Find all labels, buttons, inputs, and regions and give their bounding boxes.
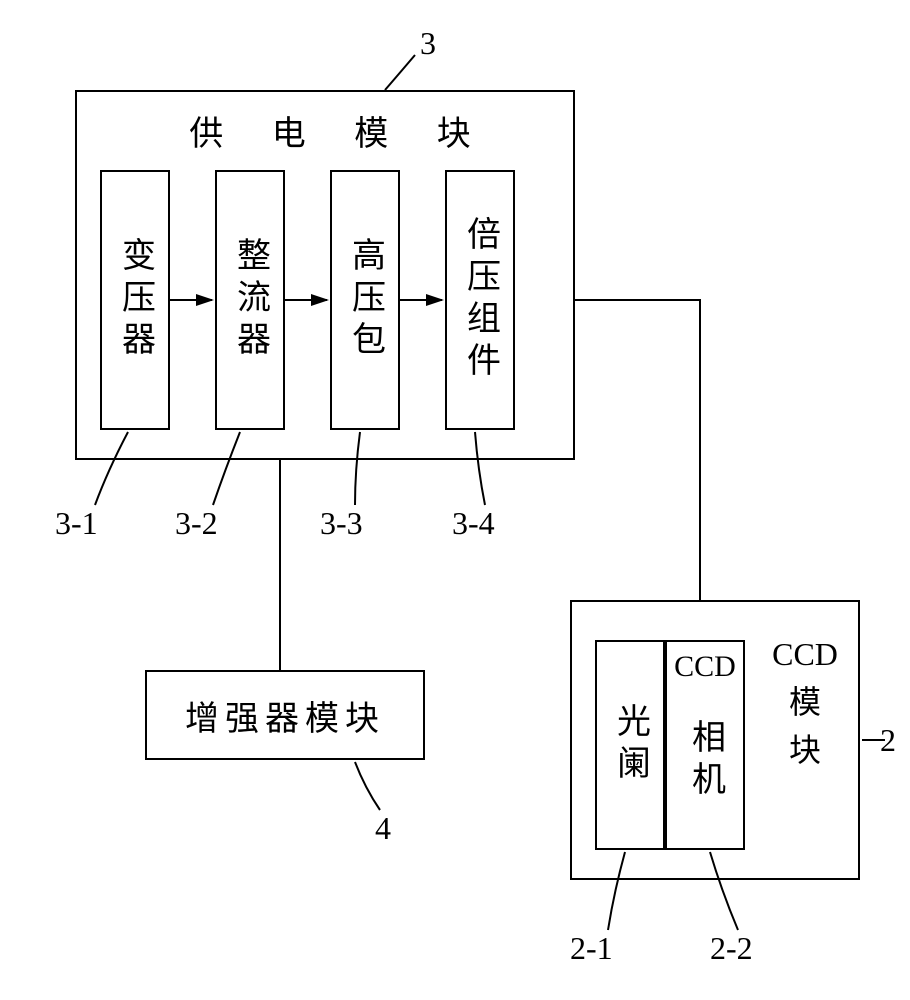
ref-4: 4 bbox=[375, 810, 391, 847]
leader-lines bbox=[0, 0, 910, 1000]
ref-3: 3 bbox=[420, 25, 436, 62]
ref-2-1: 2-1 bbox=[570, 930, 613, 967]
ref-2-2: 2-2 bbox=[710, 930, 753, 967]
ref-3-1: 3-1 bbox=[55, 505, 98, 542]
diagram-canvas: 供 电 模 块 变压器 整流器 高压包 倍压组件 增强器模块 光阑 CCD 相机… bbox=[0, 0, 910, 1000]
ref-3-3: 3-3 bbox=[320, 505, 363, 542]
ref-3-4: 3-4 bbox=[452, 505, 495, 542]
ref-3-2: 3-2 bbox=[175, 505, 218, 542]
ref-2: 2 bbox=[880, 722, 896, 759]
